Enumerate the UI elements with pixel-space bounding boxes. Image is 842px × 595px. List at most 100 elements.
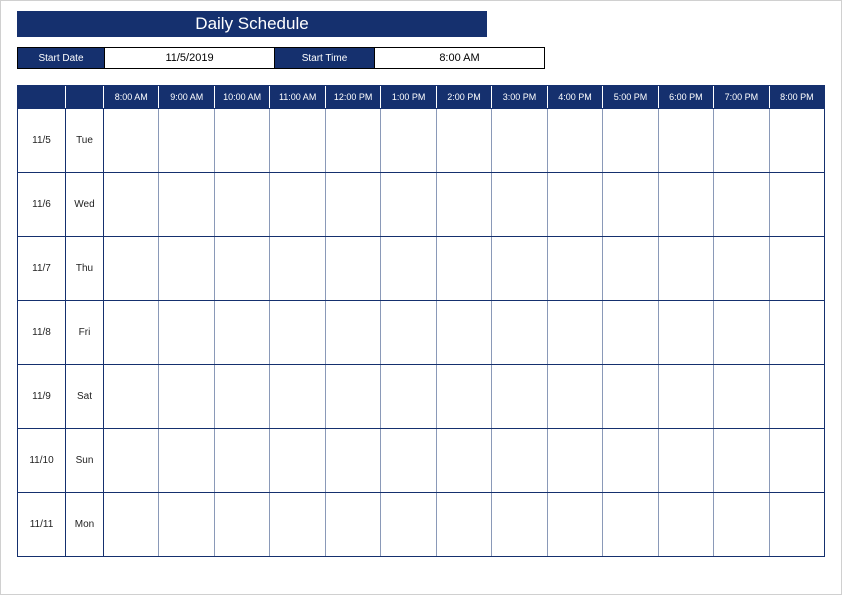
schedule-cell[interactable] [159,237,214,300]
schedule-cell[interactable] [104,173,159,236]
schedule-cell[interactable] [548,109,603,172]
schedule-cell[interactable] [159,365,214,428]
row-day: Mon [66,493,104,556]
schedule-cell[interactable] [381,301,436,364]
schedule-cell[interactable] [270,237,325,300]
schedule-cell[interactable] [270,301,325,364]
schedule-cell[interactable] [659,493,714,556]
schedule-cell[interactable] [270,173,325,236]
schedule-cell[interactable] [270,493,325,556]
schedule-cell[interactable] [381,365,436,428]
schedule-cell[interactable] [215,493,270,556]
schedule-cell[interactable] [215,301,270,364]
row-date: 11/9 [18,365,66,428]
schedule-cell[interactable] [714,429,769,492]
schedule-cell[interactable] [104,493,159,556]
schedule-cell[interactable] [603,429,658,492]
header-time-col: 2:00 PM [437,86,492,108]
start-date-field[interactable]: 11/5/2019 [105,47,275,69]
schedule-cell[interactable] [270,429,325,492]
schedule-cell[interactable] [548,365,603,428]
schedule-cell[interactable] [381,493,436,556]
schedule-cell[interactable] [215,109,270,172]
schedule-cell[interactable] [215,429,270,492]
schedule-cell[interactable] [603,109,658,172]
schedule-cell[interactable] [104,109,159,172]
schedule-cell[interactable] [381,109,436,172]
schedule-cell[interactable] [381,429,436,492]
schedule-cell[interactable] [603,365,658,428]
schedule-cell[interactable] [381,237,436,300]
schedule-cell[interactable] [159,173,214,236]
schedule-cell[interactable] [770,429,824,492]
schedule-cell[interactable] [659,301,714,364]
schedule-cell[interactable] [159,493,214,556]
schedule-cell[interactable] [659,365,714,428]
schedule-cell[interactable] [714,301,769,364]
schedule-cell[interactable] [548,173,603,236]
schedule-cell[interactable] [548,493,603,556]
schedule-cell[interactable] [270,109,325,172]
schedule-cell[interactable] [770,493,824,556]
schedule-cell[interactable] [714,173,769,236]
schedule-cell[interactable] [548,429,603,492]
schedule-cell[interactable] [492,301,547,364]
schedule-cell[interactable] [437,493,492,556]
schedule-cell[interactable] [437,109,492,172]
schedule-cell[interactable] [492,365,547,428]
schedule-cell[interactable] [437,301,492,364]
schedule-cell[interactable] [437,237,492,300]
schedule-cell[interactable] [326,365,381,428]
schedule-cell[interactable] [492,429,547,492]
schedule-cell[interactable] [326,237,381,300]
schedule-cell[interactable] [381,173,436,236]
schedule-cell[interactable] [437,173,492,236]
schedule-cell[interactable] [770,173,824,236]
schedule-cell[interactable] [548,237,603,300]
schedule-cell[interactable] [270,365,325,428]
schedule-cell[interactable] [714,493,769,556]
schedule-cell[interactable] [492,493,547,556]
row-day: Thu [66,237,104,300]
header-time-col: 4:00 PM [548,86,603,108]
schedule-cell[interactable] [104,429,159,492]
schedule-cell[interactable] [659,237,714,300]
schedule-cell[interactable] [437,365,492,428]
controls-row: Start Date 11/5/2019 Start Time 8:00 AM [17,47,825,69]
schedule-cell[interactable] [159,301,214,364]
schedule-cell[interactable] [104,365,159,428]
schedule-cell[interactable] [326,429,381,492]
schedule-cell[interactable] [492,109,547,172]
schedule-cell[interactable] [770,109,824,172]
schedule-cell[interactable] [603,237,658,300]
schedule-cell[interactable] [548,301,603,364]
schedule-cell[interactable] [437,429,492,492]
schedule-cell[interactable] [770,301,824,364]
start-time-field[interactable]: 8:00 AM [375,47,545,69]
schedule-cell[interactable] [659,429,714,492]
schedule-cell[interactable] [326,173,381,236]
schedule-cell[interactable] [603,173,658,236]
schedule-cell[interactable] [104,237,159,300]
schedule-cell[interactable] [714,237,769,300]
schedule-cell[interactable] [215,237,270,300]
schedule-cell[interactable] [326,493,381,556]
schedule-cell[interactable] [159,429,214,492]
schedule-cell[interactable] [603,301,658,364]
schedule-cell[interactable] [215,173,270,236]
schedule-cell[interactable] [159,109,214,172]
schedule-cell[interactable] [659,173,714,236]
schedule-cell[interactable] [326,109,381,172]
schedule-cell[interactable] [770,237,824,300]
schedule-cell[interactable] [770,365,824,428]
schedule-cell[interactable] [714,109,769,172]
row-date: 11/11 [18,493,66,556]
schedule-cell[interactable] [603,493,658,556]
schedule-cell[interactable] [714,365,769,428]
schedule-cell[interactable] [492,173,547,236]
schedule-cell[interactable] [215,365,270,428]
schedule-cell[interactable] [659,109,714,172]
schedule-cell[interactable] [492,237,547,300]
schedule-cell[interactable] [104,301,159,364]
schedule-cell[interactable] [326,301,381,364]
